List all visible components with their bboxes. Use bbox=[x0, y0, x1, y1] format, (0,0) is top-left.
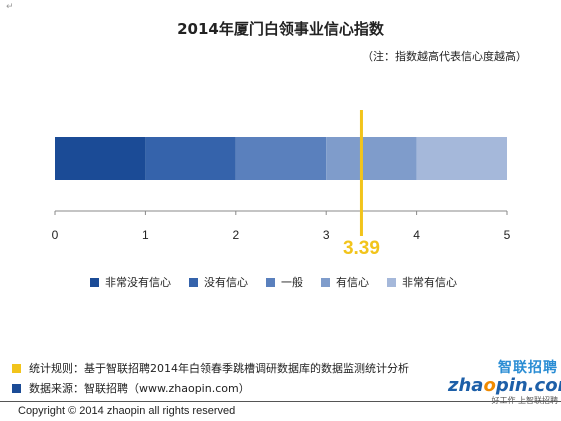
footnote-source-swatch bbox=[12, 383, 21, 393]
footnote-rule: 统计规则：基于智联招聘2014年白领春季跳槽调研数据库的数据监测统计分析 bbox=[12, 360, 409, 376]
legend-swatch-1 bbox=[189, 277, 198, 287]
bar-segment-0 bbox=[55, 137, 146, 180]
bar-segment-2 bbox=[235, 137, 327, 180]
x-tick-label-1: 1 bbox=[142, 228, 149, 242]
legend-label-3: 有信心 bbox=[336, 276, 369, 289]
x-tick-label-2: 2 bbox=[232, 228, 239, 242]
x-tick-label-5: 5 bbox=[504, 228, 511, 242]
legend-item-3: 有信心 bbox=[321, 274, 369, 290]
x-tick-label-4: 4 bbox=[413, 228, 420, 242]
footnote-source: 数据来源：智联招聘（www.zhaopin.com） bbox=[12, 380, 250, 396]
zhaopin-logo: 智联招聘 zhaopin.com 好工作 上智联招聘 bbox=[448, 357, 561, 406]
legend-label-4: 非常有信心 bbox=[402, 276, 457, 289]
legend: 非常没有信心 没有信心 一般 有信心 非常有信心 bbox=[90, 274, 457, 290]
legend-label-0: 非常没有信心 bbox=[105, 276, 171, 289]
legend-item-1: 没有信心 bbox=[189, 274, 248, 290]
bar-segment-3 bbox=[326, 137, 417, 180]
chart-title: 2014年厦门白领事业信心指数 bbox=[177, 20, 384, 38]
legend-swatch-0 bbox=[90, 277, 99, 287]
confidence-index-chart: 0 1 2 3 4 5 3.39 bbox=[52, 110, 511, 259]
legend-swatch-3 bbox=[321, 277, 330, 287]
chart-subtitle: （注：指数越高代表信心度越高） bbox=[362, 50, 527, 63]
footnote-rule-swatch bbox=[12, 363, 21, 373]
marker-value-label: 3.39 bbox=[343, 238, 380, 259]
bar-segment-1 bbox=[145, 137, 236, 180]
paragraph-mark: ↵ bbox=[6, 2, 14, 12]
legend-label-2: 一般 bbox=[281, 276, 303, 289]
legend-swatch-2 bbox=[266, 277, 275, 287]
legend-label-1: 没有信心 bbox=[204, 276, 248, 289]
logo-chinese: 智联招聘 bbox=[498, 360, 558, 376]
legend-item-0: 非常没有信心 bbox=[90, 274, 171, 290]
footer-divider bbox=[0, 401, 561, 402]
x-tick-label-3: 3 bbox=[323, 228, 330, 242]
x-tick-label-0: 0 bbox=[52, 228, 59, 242]
legend-item-2: 一般 bbox=[266, 274, 303, 290]
footnote-source-text: 数据来源：智联招聘（www.zhaopin.com） bbox=[29, 382, 250, 395]
footnote-rule-text: 统计规则：基于智联招聘2014年白领春季跳槽调研数据库的数据监测统计分析 bbox=[29, 362, 409, 375]
logo-slogan: 好工作 上智联招聘 bbox=[448, 395, 558, 406]
legend-item-4: 非常有信心 bbox=[387, 274, 457, 290]
legend-swatch-4 bbox=[387, 277, 396, 287]
bar-segment-4 bbox=[416, 137, 507, 180]
logo-english: zhaopin.com bbox=[448, 375, 561, 396]
copyright-text: Copyright © 2014 zhaopin all rights rese… bbox=[18, 405, 236, 417]
